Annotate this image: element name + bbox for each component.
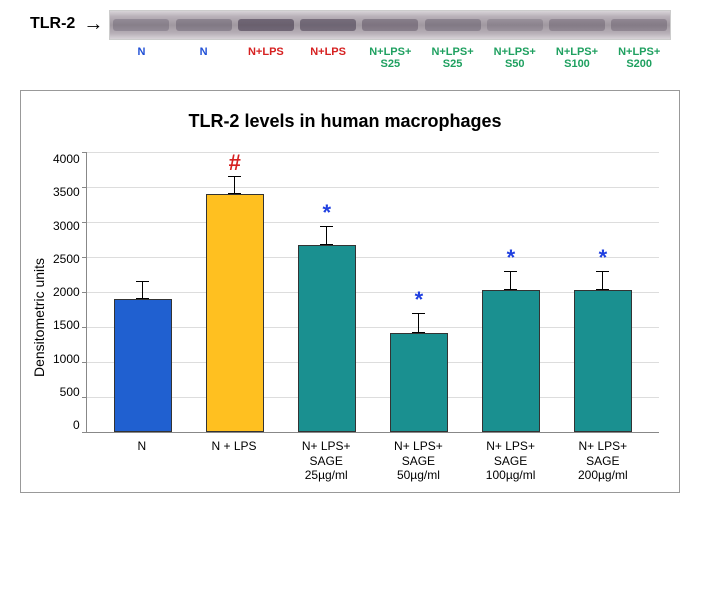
- y-tick-label: 500: [60, 385, 80, 399]
- error-bar: [326, 226, 327, 244]
- error-bar: [234, 176, 235, 194]
- blot-lane: [484, 11, 546, 39]
- x-tick-label: N+ LPS+SAGE100µg/ml: [476, 439, 546, 482]
- lane-label: N: [173, 46, 235, 70]
- grid-line: [87, 152, 659, 153]
- blot-strip: [109, 10, 671, 40]
- blot-column: NNN+LPSN+LPSN+LPS+S25N+LPS+S25N+LPS+S50N…: [109, 10, 671, 70]
- chart-title: TLR-2 levels in human macrophages: [31, 111, 659, 132]
- blot-lane: [173, 11, 235, 39]
- error-bar: [142, 281, 143, 299]
- blot-protein-label: TLR-2: [30, 15, 75, 33]
- blot-lane: [546, 11, 608, 39]
- grid-line: [87, 222, 659, 223]
- error-bar: [418, 313, 419, 333]
- bar: [390, 333, 448, 432]
- blot-band: [362, 19, 418, 30]
- y-tick-label: 4000: [53, 152, 80, 166]
- blot-band: [549, 19, 605, 30]
- bar: [482, 290, 540, 432]
- significance-mark: #: [229, 150, 241, 174]
- y-tick-label: 3000: [53, 219, 80, 233]
- y-tick-label: 2500: [53, 252, 80, 266]
- x-axis-labels: N N + LPS N+ LPS+SAGE25µg/ml N+ LPS+SAGE50µ…: [86, 433, 659, 482]
- lane-labels-row: NNN+LPSN+LPSN+LPS+S25N+LPS+S25N+LPS+S50N…: [110, 46, 670, 70]
- blot-lane: [359, 11, 421, 39]
- chart-frame: TLR-2 levels in human macrophages Densit…: [20, 90, 680, 493]
- blot-band: [176, 19, 232, 30]
- blot-band: [425, 19, 481, 30]
- significance-mark: *: [599, 245, 608, 269]
- y-tick-mark: [82, 362, 87, 363]
- lane-label: N+LPS+S25: [359, 46, 421, 70]
- y-tick-mark: [82, 152, 87, 153]
- y-tick-label: 1500: [53, 318, 80, 332]
- blot-band: [113, 19, 169, 30]
- y-tick-mark: [82, 222, 87, 223]
- bar: [114, 299, 172, 432]
- lane-label: N: [110, 46, 172, 70]
- lane-label: N+LPS+S50: [484, 46, 546, 70]
- y-axis-label: Densitometric units: [31, 152, 47, 482]
- lane-label: N+LPS+S25: [421, 46, 483, 70]
- y-tick-label: 3500: [53, 185, 80, 199]
- y-tick-mark: [82, 432, 87, 433]
- plot-wrap: # * * * * N N + LPS N+ LPS+SAGE25µg/ml N+ LPS+S…: [86, 152, 659, 482]
- significance-mark: *: [323, 200, 332, 224]
- lane-label: N+LPS: [297, 46, 359, 70]
- bar-group: *: [568, 245, 638, 432]
- x-tick-label: N+ LPS+SAGE50µg/ml: [383, 439, 453, 482]
- plot-area: # * * * *: [86, 152, 659, 433]
- bar-group: *: [292, 200, 362, 432]
- significance-mark: *: [415, 287, 424, 311]
- blot-lane: [421, 11, 483, 39]
- bar: [574, 290, 632, 432]
- bar: [206, 194, 264, 432]
- x-tick-label: N+ LPS+SAGE200µg/ml: [568, 439, 638, 482]
- bar-group: [108, 255, 178, 432]
- lane-label: N+LPS+S100: [546, 46, 608, 70]
- arrow-icon: →: [83, 13, 103, 36]
- y-tick-mark: [82, 327, 87, 328]
- bar: [298, 245, 356, 433]
- y-tick-mark: [82, 292, 87, 293]
- y-tick-mark: [82, 257, 87, 258]
- x-tick-label: N: [107, 439, 177, 482]
- x-tick-label: N + LPS: [199, 439, 269, 482]
- x-tick-label: N+ LPS+SAGE25µg/ml: [291, 439, 361, 482]
- blot-lane: [608, 11, 670, 39]
- blot-band: [238, 19, 294, 30]
- lane-label: N+LPS: [235, 46, 297, 70]
- bar-group: *: [384, 287, 454, 432]
- y-tick-label: 1000: [53, 352, 80, 366]
- chart-body: Densitometric units 4000 3500 3000 2500 2000…: [31, 152, 659, 482]
- error-bar: [602, 271, 603, 290]
- bar-group: #: [200, 150, 270, 432]
- blot-band: [300, 19, 356, 30]
- lane-label: N+LPS+S200: [608, 46, 670, 70]
- y-tick-label: 0: [73, 418, 80, 432]
- blot-band: [611, 19, 667, 30]
- blot-lane: [235, 11, 297, 39]
- grid-line: [87, 187, 659, 188]
- y-tick-mark: [82, 397, 87, 398]
- significance-mark: *: [507, 245, 516, 269]
- y-tick-mark: [82, 187, 87, 188]
- bar-group: *: [476, 245, 546, 432]
- blot-lane: [297, 11, 359, 39]
- blot-lane: [110, 11, 172, 39]
- y-tick-label: 2000: [53, 285, 80, 299]
- blot-band: [487, 19, 543, 30]
- western-blot-panel: TLR-2 → NNN+LPSN+LPSN+LPS+S25N+LPS+S25N+…: [10, 10, 699, 70]
- error-bar: [510, 271, 511, 290]
